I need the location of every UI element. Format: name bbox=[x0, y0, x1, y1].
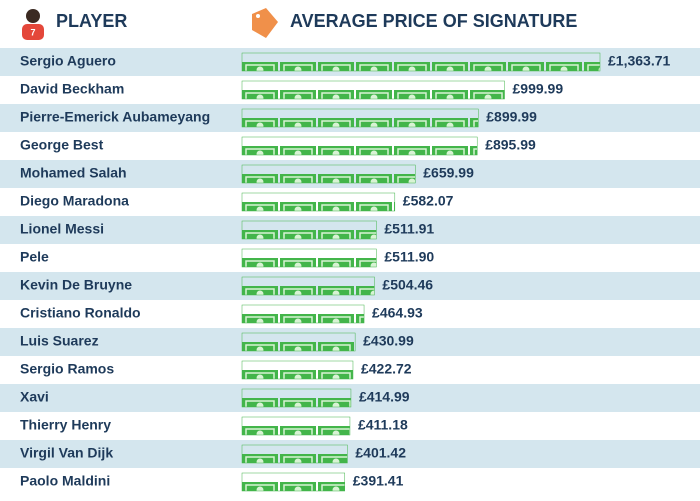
category-label: Luis Suarez bbox=[20, 333, 99, 349]
bar bbox=[241, 248, 377, 268]
bar bbox=[241, 360, 354, 380]
category-label: Paolo Maldini bbox=[20, 473, 110, 489]
bar bbox=[241, 164, 416, 184]
bar bbox=[241, 444, 348, 464]
value-label: £391.41 bbox=[353, 473, 404, 489]
value-label: £895.99 bbox=[485, 137, 536, 153]
bar bbox=[241, 80, 505, 100]
bar bbox=[241, 304, 365, 324]
value-label: £511.91 bbox=[384, 221, 434, 237]
value-label: £511.90 bbox=[384, 249, 434, 265]
category-label: Diego Maradona bbox=[20, 193, 129, 209]
value-label: £999.99 bbox=[513, 81, 564, 97]
category-label: Sergio Aguero bbox=[20, 53, 116, 69]
value-label: £1,363.71 bbox=[608, 53, 670, 69]
value-label: £411.18 bbox=[358, 417, 408, 433]
bar bbox=[241, 192, 396, 212]
value-label: £504.46 bbox=[382, 277, 433, 293]
category-label: Lionel Messi bbox=[20, 221, 104, 237]
svg-text:7: 7 bbox=[30, 27, 35, 37]
player-icon: 7 bbox=[22, 9, 44, 40]
value-label: £422.72 bbox=[361, 361, 412, 377]
bar bbox=[241, 220, 377, 240]
bar bbox=[241, 52, 601, 72]
bar bbox=[241, 388, 352, 408]
bar bbox=[241, 136, 478, 156]
bar bbox=[241, 332, 356, 352]
category-label: Thierry Henry bbox=[20, 417, 111, 433]
row-background bbox=[0, 468, 700, 496]
bar bbox=[241, 276, 375, 296]
category-label: Virgil Van Dijk bbox=[20, 445, 113, 461]
value-label: £582.07 bbox=[403, 193, 454, 209]
value-header: AVERAGE PRICE OF SIGNATURE bbox=[290, 11, 577, 31]
value-label: £430.99 bbox=[363, 333, 414, 349]
category-label: David Beckham bbox=[20, 81, 124, 97]
value-label: £899.99 bbox=[486, 109, 537, 125]
value-label: £659.99 bbox=[423, 165, 474, 181]
category-label: George Best bbox=[20, 137, 104, 153]
category-label: Pele bbox=[20, 249, 49, 265]
value-label: £464.93 bbox=[372, 305, 423, 321]
category-label: Kevin De Bruyne bbox=[20, 277, 132, 293]
category-label: Cristiano Ronaldo bbox=[20, 305, 141, 321]
row-background bbox=[0, 440, 700, 468]
bar bbox=[241, 472, 346, 492]
category-label: Mohamed Salah bbox=[20, 165, 127, 181]
value-label: £401.42 bbox=[355, 445, 406, 461]
category-label: Sergio Ramos bbox=[20, 361, 114, 377]
bar bbox=[241, 416, 351, 436]
category-header: PLAYER bbox=[56, 11, 127, 31]
bar bbox=[241, 108, 479, 128]
value-label: £414.99 bbox=[359, 389, 410, 405]
price-tag-icon bbox=[252, 8, 278, 38]
category-label: Xavi bbox=[20, 389, 49, 405]
category-label: Pierre-Emerick Aubameyang bbox=[20, 109, 210, 125]
